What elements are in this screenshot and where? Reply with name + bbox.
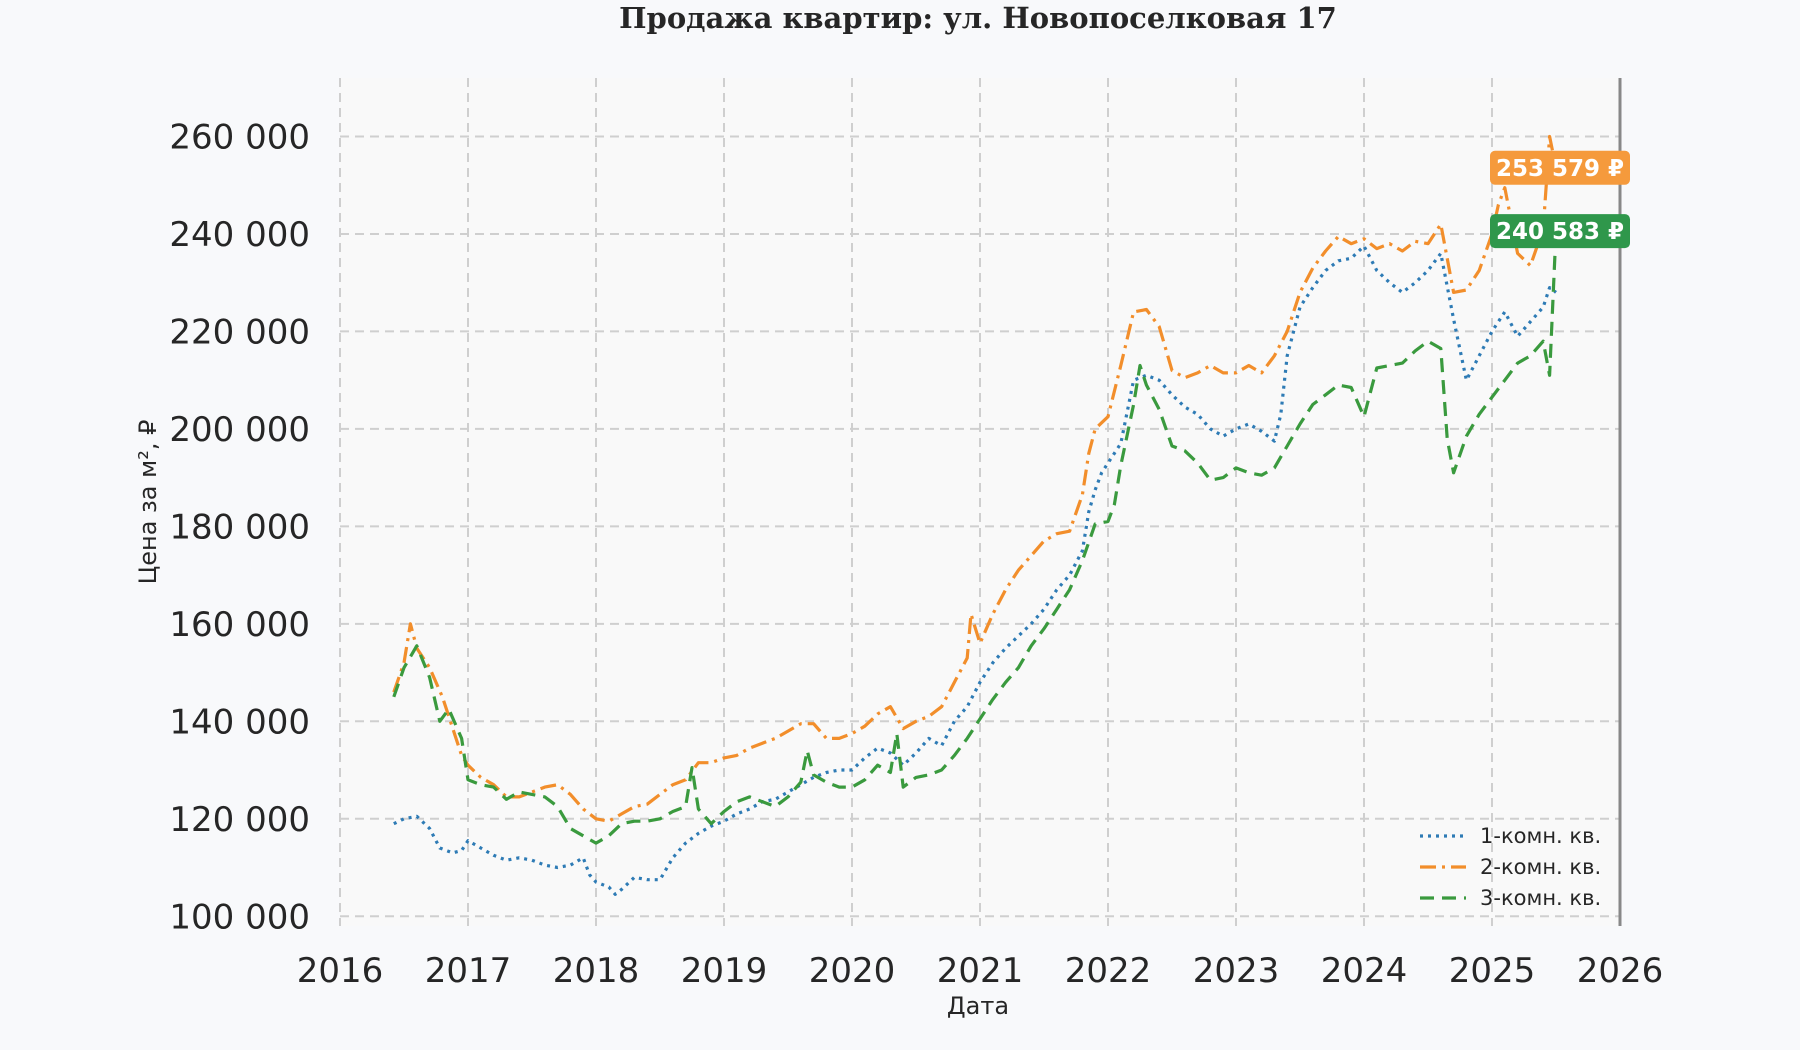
y-tick-labels: 100 000 120 000 140 000 160 000 180 000 200 0… — [169, 117, 310, 937]
y-tick-label: 140 000 — [169, 702, 310, 742]
x-axis-label: Дата — [947, 992, 1009, 1020]
x-tick-labels: 2016 2017 2018 2019 2020 2021 2022 2023 2024 2025… — [297, 951, 1664, 991]
x-tick-label: 2020 — [809, 951, 896, 991]
x-tick-label: 2022 — [1065, 951, 1152, 991]
series-line-1 — [393, 244, 1557, 896]
series-lines — [392, 134, 1558, 896]
badge-value: 240 583 ₽ — [1496, 219, 1624, 245]
badge-value: 253 579 ₽ — [1496, 156, 1624, 182]
x-tick-label: 2023 — [1193, 951, 1280, 991]
legend-label: 2-комн. кв. — [1480, 855, 1601, 879]
x-tick-label: 2025 — [1449, 951, 1536, 991]
x-tick-label: 2017 — [425, 951, 512, 991]
legend: 1-комн. кв. 2-комн. кв. 3-комн. кв. — [1420, 824, 1601, 910]
end-value-badge-2: 240 583 ₽ — [1490, 214, 1630, 249]
y-axis-label: Цена за м², ₽ — [134, 420, 162, 585]
end-value-badges: 253 579 ₽ 240 583 ₽ — [1490, 150, 1630, 249]
y-tick-label: 240 000 — [169, 215, 310, 255]
y-tick-label: 160 000 — [169, 605, 310, 645]
x-tick-label: 2021 — [937, 951, 1024, 991]
x-tick-label: 2019 — [681, 951, 768, 991]
legend-label: 3-комн. кв. — [1480, 886, 1601, 910]
series-line-2 — [392, 134, 1558, 823]
y-tick-label: 100 000 — [169, 897, 310, 937]
y-tick-label: 120 000 — [169, 800, 310, 840]
badge-background — [1490, 150, 1630, 185]
y-tick-label: 260 000 — [169, 117, 310, 157]
series-line-3 — [392, 231, 1558, 845]
legend-item-2: 2-комн. кв. — [1420, 855, 1601, 879]
x-tick-label: 2024 — [1321, 951, 1408, 991]
x-tick-label: 2026 — [1577, 951, 1664, 991]
legend-item-3: 3-комн. кв. — [1420, 886, 1601, 910]
x-tick-label: 2016 — [297, 951, 384, 991]
x-tick-label: 2018 — [553, 951, 640, 991]
y-tick-label: 220 000 — [169, 312, 310, 352]
end-value-badge-1: 253 579 ₽ — [1490, 150, 1630, 185]
y-tick-label: 180 000 — [169, 507, 310, 547]
legend-item-1: 1-комн. кв. — [1420, 824, 1601, 848]
y-tick-label: 200 000 — [169, 410, 310, 450]
chart-title: Продажа квартир: ул. Новопоселковая 17 — [619, 1, 1337, 35]
legend-label: 1-комн. кв. — [1480, 824, 1601, 848]
badge-background — [1490, 214, 1630, 249]
grid — [339, 78, 1620, 926]
